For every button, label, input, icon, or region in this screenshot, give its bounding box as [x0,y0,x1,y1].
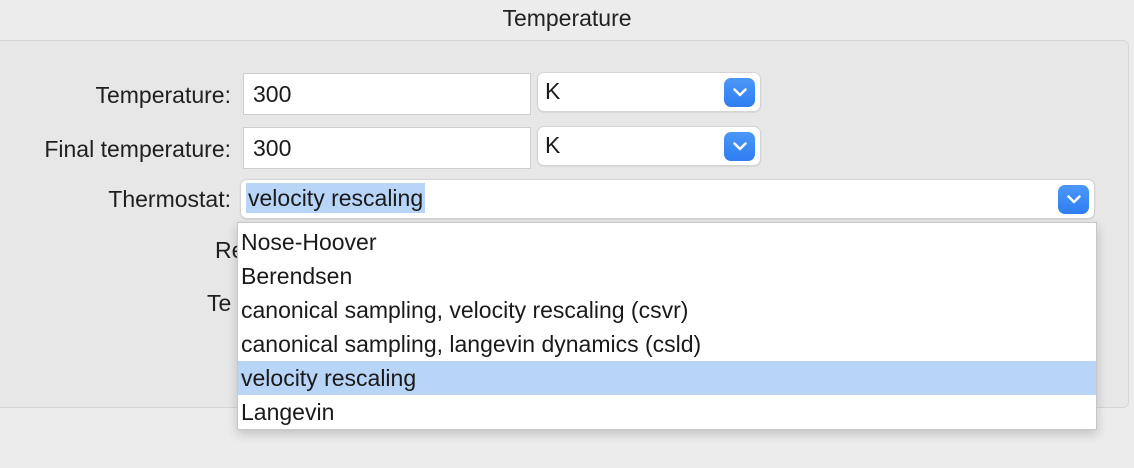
final-temperature-unit-select[interactable]: K [537,126,761,166]
section-title: Temperature [502,5,632,31]
dropdown-option-csld[interactable]: canonical sampling, langevin dynamics (c… [241,331,702,357]
dropdown-option-langevin[interactable]: Langevin [241,399,335,425]
thermostat-dropdown-list: Nose-Hoover Berendsen canonical sampling… [237,222,1097,430]
thermostat-selected-value: velocity rescaling [246,183,426,213]
hidden-row-label-re: Re [215,237,237,263]
dropdown-option-velocity-rescaling[interactable]: velocity rescaling [238,361,1096,395]
dropdown-option-berendsen[interactable]: Berendsen [241,263,353,289]
dropdown-option-csvr[interactable]: canonical sampling, velocity rescaling (… [241,297,689,323]
temperature-unit-select[interactable]: K [537,72,761,112]
final-temperature-input[interactable]: 300 [243,127,531,169]
temperature-unit-value: K [545,78,561,104]
thermostat-select[interactable]: velocity rescaling [240,179,1095,219]
chevron-down-icon[interactable] [724,132,755,161]
temperature-label: Temperature: [95,82,231,108]
hidden-row-label-te: Te [207,290,232,316]
temperature-input[interactable]: 300 [243,73,531,115]
chevron-down-icon[interactable] [1058,185,1089,214]
thermostat-label: Thermostat: [108,186,231,212]
final-temperature-label: Final temperature: [44,136,231,162]
final-temperature-unit-value: K [545,132,561,158]
dropdown-option-nose-hoover[interactable]: Nose-Hoover [241,229,377,255]
chevron-down-icon[interactable] [724,78,755,107]
